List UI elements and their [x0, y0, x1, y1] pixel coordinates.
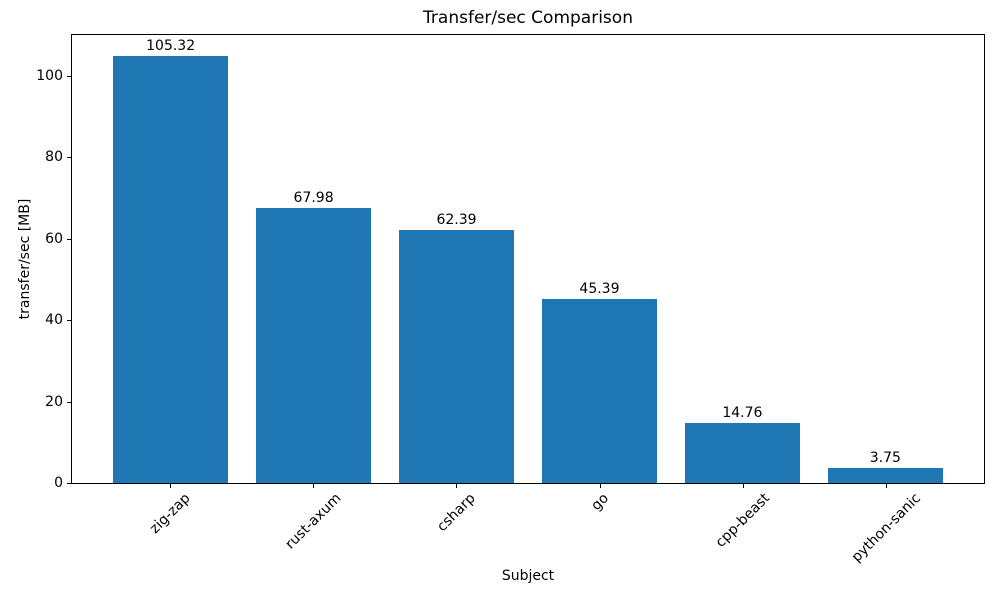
x-tick-label: zig-zap — [146, 490, 194, 537]
y-tick-mark — [67, 402, 71, 403]
bar-value-label: 45.39 — [579, 281, 620, 298]
y-tick-label: 20 — [45, 394, 63, 410]
bar-value-label: 3.75 — [869, 449, 901, 466]
y-tick-mark — [67, 483, 71, 484]
bar-zig-zap — [113, 56, 228, 483]
y-tick-label: 100 — [36, 68, 63, 84]
y-axis-label: transfer/sec [MB] — [17, 198, 33, 320]
bar-go — [542, 299, 657, 483]
y-tick-label: 60 — [45, 231, 63, 247]
x-tick-label: csharp — [434, 490, 479, 535]
y-tick-mark — [67, 239, 71, 240]
bar-value-label: 67.98 — [293, 189, 334, 206]
y-tick-label: 40 — [45, 312, 63, 328]
x-tick-label: cpp-beast — [712, 490, 774, 551]
bar-value-label: 62.39 — [436, 212, 477, 229]
x-tick-mark — [743, 484, 744, 488]
x-tick-mark — [886, 484, 887, 488]
x-tick-mark — [313, 484, 314, 488]
bar-value-label: 105.32 — [146, 38, 196, 55]
y-tick-label: 80 — [45, 149, 63, 165]
x-tick-label: python-sanic — [848, 490, 924, 566]
y-tick-label: 0 — [54, 475, 63, 491]
x-tick-mark — [170, 484, 171, 488]
bar-python-sanic — [828, 467, 943, 483]
x-tick-label: rust-axum — [281, 490, 345, 553]
y-tick-mark — [67, 157, 71, 158]
x-tick-label: go — [588, 490, 612, 514]
bar-csharp — [399, 230, 514, 483]
x-tick-mark — [456, 484, 457, 488]
plot-area: 105.32 67.98 62.39 45.39 14.76 3.75 — [71, 34, 985, 484]
bar-rust-axum — [256, 207, 371, 483]
x-tick-mark — [600, 484, 601, 488]
bar-value-label: 14.76 — [722, 405, 763, 422]
y-tick-mark — [67, 76, 71, 77]
y-tick-mark — [67, 320, 71, 321]
bar-cpp-beast — [685, 423, 800, 483]
chart-title: Transfer/sec Comparison — [423, 8, 633, 28]
x-axis-label: Subject — [501, 568, 555, 584]
